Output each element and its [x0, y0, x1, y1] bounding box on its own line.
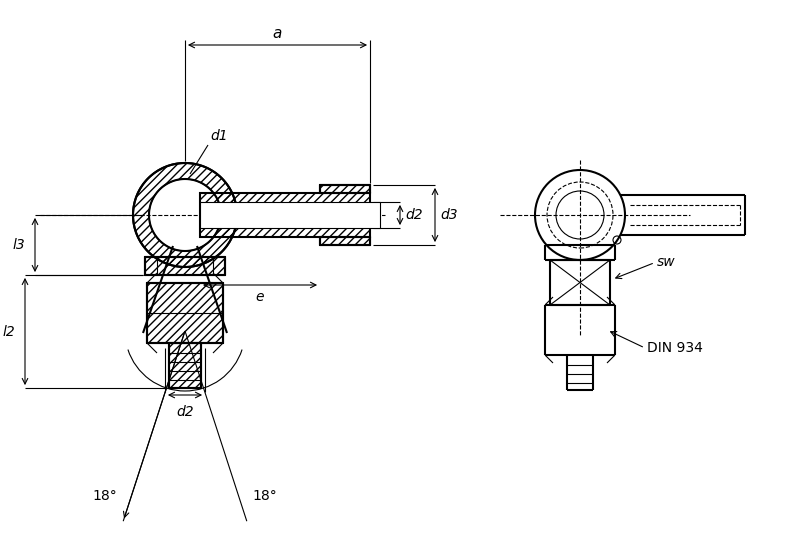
- Bar: [145, 257, 225, 275]
- Bar: [200, 202, 380, 228]
- Text: 18°: 18°: [93, 489, 118, 503]
- Text: DIN 934: DIN 934: [647, 341, 703, 355]
- Text: d3: d3: [440, 208, 458, 222]
- Text: a: a: [273, 26, 282, 41]
- Bar: [320, 185, 370, 193]
- Text: e: e: [256, 290, 264, 304]
- Text: d2: d2: [176, 405, 194, 419]
- Text: d2: d2: [405, 208, 422, 222]
- Text: l3: l3: [12, 238, 25, 252]
- Bar: [320, 237, 370, 245]
- Bar: [200, 193, 370, 237]
- Bar: [169, 343, 201, 388]
- Text: l2: l2: [2, 325, 15, 339]
- Text: sw: sw: [657, 255, 676, 270]
- Text: d1: d1: [210, 129, 228, 143]
- Text: 18°: 18°: [253, 489, 278, 503]
- Bar: [147, 283, 223, 343]
